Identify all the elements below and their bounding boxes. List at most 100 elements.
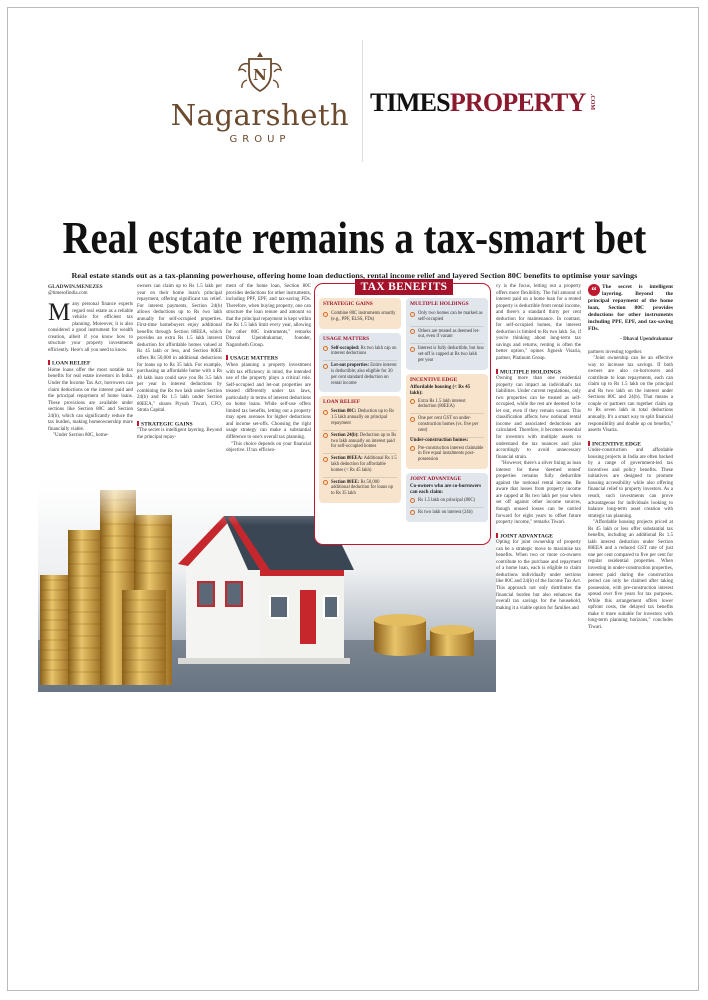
logo-part-property: PROPERTY	[449, 88, 586, 117]
headline: Real estate remains a tax-smart bet	[62, 212, 646, 263]
paragraph: owners can claim up to Rs 1.5 lakh per y…	[137, 284, 222, 414]
tax-benefit-item: Section 80EEA: Additional Rs 1.5 lakh de…	[323, 454, 397, 478]
bullet-circle-icon	[410, 346, 415, 352]
timesproperty-logo: TIMESPROPERTY .COM	[370, 88, 602, 118]
item-label: Self-occupied:	[331, 345, 360, 351]
item-text: Rs two lakh cap on interest deductions	[331, 345, 397, 357]
bullet-circle-icon	[410, 329, 415, 335]
tax-section-heading: JOINT ADVANTAGE	[410, 475, 462, 482]
tax-section-multiple-holdings: MULTIPLE HOLDINGS Only two homes can be m…	[406, 298, 488, 370]
item-text: Interest is fully deductible, but loss s…	[418, 346, 484, 363]
tax-benefit-item: Interest is fully deductible, but loss s…	[410, 344, 484, 366]
item-text: Rs 1.5 lakh on principal (80C)	[418, 497, 476, 503]
brand-sub: GROUP	[229, 134, 291, 145]
tax-section-incentive-edge: INCENTIVE EDGE Affordable housing (< Rs 4…	[406, 373, 488, 469]
pull-quote-text: The secret is intelligent layering. Beyo…	[588, 284, 673, 332]
logo-divider	[362, 40, 363, 162]
tax-section-heading: MULTIPLE HOLDINGS	[410, 301, 469, 307]
item-text: One per cent GST on under-construction h…	[418, 416, 479, 433]
tax-section-usage-matters: USAGE MATTERS Self-occupied: Rs two lakh …	[319, 332, 401, 393]
tax-section-heading: INCENTIVE EDGE	[410, 376, 458, 383]
house-and-coins-photo	[38, 470, 496, 692]
headline-wrap: Real estate remains a tax-smart bet	[0, 212, 708, 264]
item-text: Deduction up to Rs two lakh annually on …	[331, 432, 397, 450]
tax-benefit-item: Let-out properties: Entire interest is d…	[323, 361, 397, 389]
item-text: Extra Rs 1.5 lakh interest deduction (80…	[418, 398, 466, 410]
item-text: Rs 50,000 additional deduction for loans…	[331, 479, 393, 497]
paragraph: Owning more than one residential propert…	[496, 376, 581, 460]
tax-section-strategic-gains: STRATEGIC GAINS Combine 80C instruments s…	[319, 298, 401, 329]
tax-benefit-item: Section 80C: Deduction up to Rs 1.5 lakh…	[323, 407, 397, 431]
tax-benefit-item: Rs 1.5 lakh on principal (80C)	[410, 496, 484, 508]
article-column-2: owners can claim up to Rs 1.5 lakh per y…	[137, 284, 222, 442]
section-heading: STRATEGIC GAINS	[137, 421, 222, 429]
section-heading: USAGE MATTERS	[226, 355, 311, 363]
paragraph: "However, there's a silver lining as loa…	[496, 461, 581, 526]
paragraph: partners investing together.	[588, 349, 643, 355]
item-text: Others are treated as deemed let-out, ev…	[418, 328, 480, 340]
paragraph: Home loans offer the most notable tax be…	[48, 367, 133, 432]
bullet-circle-icon	[323, 311, 328, 317]
article-column-4: cy is the focus, letting out a property …	[496, 284, 581, 612]
item-text: Pre-construction interest claimable in f…	[418, 445, 484, 463]
bullet-circle-icon	[323, 409, 328, 415]
crest-letter: N	[253, 66, 267, 84]
logo-suffix: .COM	[588, 93, 595, 111]
subhead-wrap: Real estate stands out as a tax-planning…	[0, 265, 708, 283]
drop-cap: M	[48, 299, 71, 326]
nagarsheth-logo: N Nagarsheth GROUP	[170, 50, 350, 145]
item-text: Only two homes can be marked as self-occ…	[418, 311, 483, 322]
item-label: Let-out properties:	[331, 363, 370, 369]
tax-section-heading: LOAN RELIEF	[323, 399, 360, 406]
bullet-circle-icon	[323, 433, 328, 439]
bullet-circle-icon	[410, 498, 415, 504]
tax-benefit-item: Rs two lakh on interest (24b)	[410, 508, 484, 519]
tax-section-heading: STRATEGIC GAINS	[323, 301, 373, 307]
article-column-3: ment of the home loan, Section 80C provi…	[226, 284, 311, 455]
paragraph: "This choice depends on your financial o…	[226, 441, 311, 454]
item-label: Section 80C:	[331, 409, 357, 415]
crest-icon: N	[237, 52, 283, 93]
page-frame	[7, 7, 699, 991]
tax-benefit-item: Only two homes can be marked as self-occ…	[410, 309, 484, 327]
bullet-circle-icon	[410, 446, 415, 452]
section-heading: JOINT ADVANTAGE	[496, 533, 581, 541]
item-text: Rs two lakh on interest (24b)	[418, 509, 473, 515]
paragraph: When planning a property investment with…	[226, 362, 311, 440]
bullet-circle-icon	[410, 510, 415, 516]
intro-text: any personal finance experts regard real…	[48, 302, 133, 353]
tax-subgroup-heading: Co-owners who are co-borrowers can each …	[410, 483, 482, 495]
tax-benefit-item: Section 80EE: Rs 50,000 additional deduc…	[323, 478, 397, 500]
brand-name: Nagarsheth	[170, 98, 350, 132]
item-label: Section 80EEA:	[331, 456, 363, 462]
paragraph: ment of the home loan, Section 80C provi…	[226, 284, 311, 348]
item-text: Combine 80C instruments smartly (e.g., P…	[331, 311, 396, 322]
tax-benefit-item: Pre-construction interest claimable in f…	[410, 444, 484, 466]
paragraph: "Under Section 80C, home-	[53, 433, 109, 439]
item-text: Deduction up to Rs 1.5 lakh annually on …	[331, 409, 394, 426]
bullet-circle-icon	[323, 363, 328, 369]
pull-quote: “The secret is intelligent layering. Bey…	[588, 284, 673, 333]
pull-quote-attribution: - Dhaval Upendrakumar	[620, 337, 673, 342]
subhead: Real estate stands out as a tax-planning…	[71, 271, 637, 280]
tax-benefits-left: STRATEGIC GAINS Combine 80C instruments s…	[319, 298, 401, 507]
tax-benefits-title: TAX BENEFITS	[355, 279, 453, 295]
paragraph: cy is the focus, letting out a property …	[496, 284, 581, 362]
paragraph: Opting for joint ownership of property c…	[496, 540, 581, 611]
item-label: Section 80EE:	[331, 479, 360, 485]
paragraph: "The secret is intelligent layering. Bey…	[137, 428, 222, 440]
paragraph: "Affordable housing projects priced at R…	[588, 520, 673, 630]
logo-part-times: TIMES	[370, 88, 451, 117]
bullet-circle-icon	[323, 346, 328, 352]
section-heading: MULTIPLE HOLDINGS	[496, 369, 581, 377]
bullet-circle-icon	[323, 480, 328, 486]
tax-benefit-item: One per cent GST on under-construction h…	[410, 414, 484, 438]
byline: GLADWIN.MENEZES	[48, 284, 103, 290]
bullet-circle-icon	[410, 399, 415, 405]
item-text: Additional Rs 1.5 lakh deduction for aff…	[331, 456, 397, 473]
byline-email: @timesofindia.com	[48, 290, 88, 296]
tax-benefit-item: Extra Rs 1.5 lakh interest deduction (80…	[410, 397, 484, 415]
tax-section-loan-relief: LOAN RELIEF Section 80C: Deduction up to …	[319, 396, 401, 503]
